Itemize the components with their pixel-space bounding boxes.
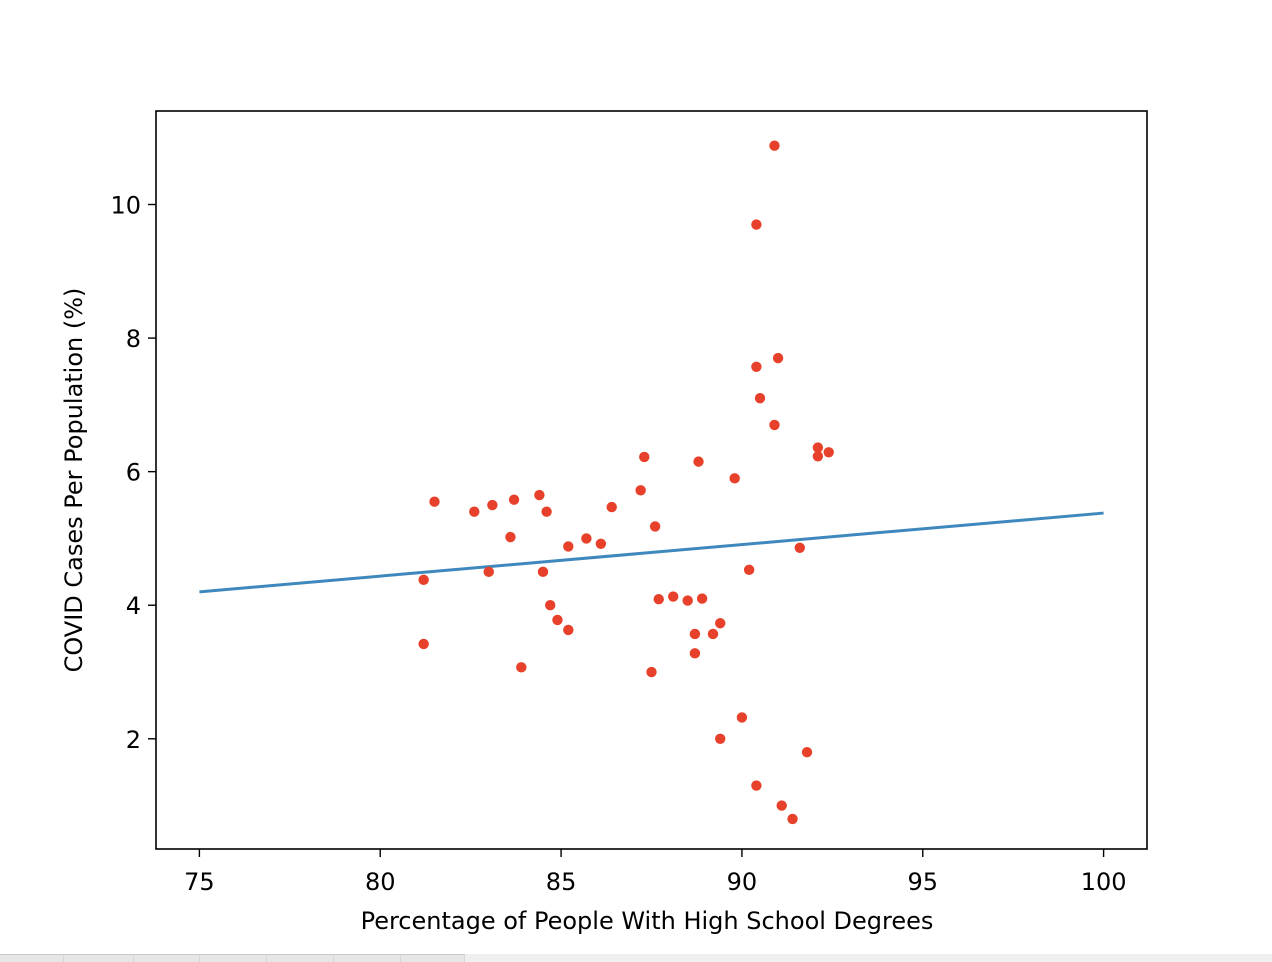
data-point [545, 600, 556, 611]
data-point [581, 533, 592, 544]
data-point [715, 618, 726, 629]
data-point [469, 506, 480, 517]
data-point [606, 501, 617, 513]
data-point [772, 352, 784, 364]
y-axis-label: COVID Cases Per Population (%) [60, 288, 88, 673]
data-point [682, 595, 693, 606]
strip-segment [200, 954, 267, 962]
x-tick-label: 85 [546, 868, 577, 896]
x-tick-label: 90 [727, 868, 758, 896]
data-point [563, 541, 574, 552]
data-point [429, 496, 440, 507]
bottom-scroll-strip [0, 954, 1272, 962]
data-point [823, 447, 834, 458]
y-tick-label: 4 [126, 592, 141, 620]
data-point [649, 521, 661, 532]
data-point [743, 564, 755, 576]
data-point [689, 648, 701, 659]
data-point [812, 442, 824, 453]
data-point [751, 219, 762, 230]
strip-segment [134, 954, 200, 962]
strip-segment [334, 954, 401, 962]
strip-segment [267, 954, 334, 962]
data-point [729, 473, 740, 484]
data-point [801, 746, 813, 758]
data-point [418, 638, 429, 650]
data-point [751, 361, 762, 372]
x-tick-label: 95 [907, 868, 938, 896]
strip-segment [401, 954, 465, 962]
data-point [769, 419, 780, 431]
data-point [751, 780, 762, 791]
y-tick-label: 2 [126, 726, 141, 754]
data-point [508, 494, 520, 505]
data-point [787, 813, 798, 825]
data-point [776, 800, 787, 811]
data-point [707, 628, 719, 640]
strip-segment [64, 954, 134, 962]
data-point [646, 666, 657, 678]
x-tick-label: 100 [1081, 868, 1127, 896]
strip-segment [0, 954, 64, 962]
data-point [812, 451, 824, 462]
data-point [639, 451, 650, 463]
y-tick-label: 10 [110, 192, 141, 220]
x-tick-label: 80 [365, 868, 396, 896]
data-point [552, 614, 563, 626]
data-point [534, 489, 545, 501]
data-point [715, 733, 726, 745]
data-point [693, 456, 704, 467]
y-tick-label: 8 [126, 325, 141, 353]
data-point [736, 712, 748, 723]
data-point [794, 542, 805, 553]
y-tick-label: 6 [126, 459, 141, 487]
data-point [595, 538, 607, 549]
data-point [689, 628, 701, 640]
data-point [541, 506, 552, 517]
x-axis: 75 80 85 90 95 100 [184, 849, 1127, 896]
data-point [754, 392, 766, 404]
data-point [563, 624, 574, 636]
plot-layer [199, 140, 1104, 825]
data-point [487, 499, 498, 511]
data-point [696, 593, 708, 604]
plot-frame [155, 110, 1148, 850]
x-tick-label: 75 [184, 868, 215, 896]
data-point [635, 485, 646, 496]
x-axis-label: Percentage of People With High School De… [361, 907, 934, 935]
data-point [516, 662, 527, 673]
regression-line [199, 511, 1104, 594]
data-point [769, 140, 780, 151]
data-point [418, 574, 429, 586]
data-point [505, 531, 516, 543]
data-point [537, 566, 549, 578]
data-point [653, 594, 664, 605]
data-point [483, 566, 494, 578]
y-axis: 2 4 6 8 10 [110, 192, 156, 754]
data-point [668, 591, 679, 602]
